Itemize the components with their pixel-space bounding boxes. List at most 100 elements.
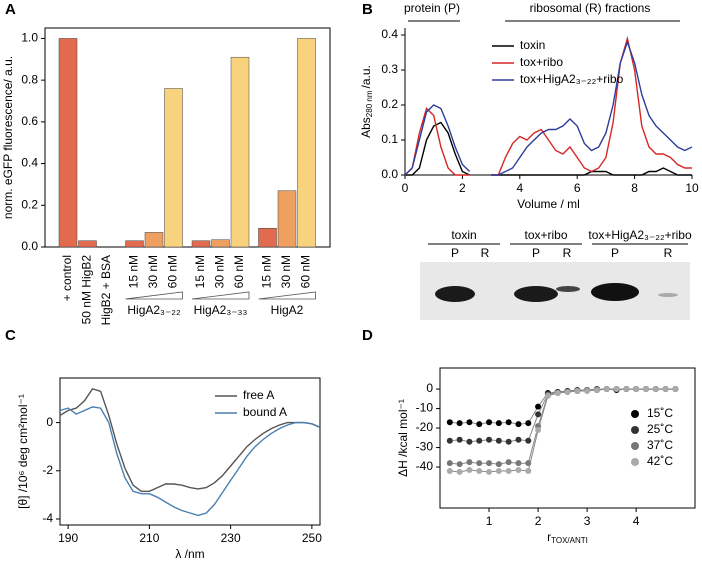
fit-line — [449, 388, 676, 443]
data-point — [515, 436, 522, 443]
y-label-part: /a.u. — [359, 65, 373, 88]
y-tick-label: 0.1 — [381, 132, 398, 146]
data-point — [574, 388, 581, 395]
data-point — [554, 389, 561, 396]
bar — [164, 88, 183, 248]
y-axis-label: ΔH /kcal mol⁻¹ — [396, 399, 410, 477]
bar — [144, 232, 164, 248]
y-tick-label: -30 — [416, 440, 434, 454]
bar — [125, 240, 144, 248]
panel-letter: A — [5, 1, 16, 18]
gel-band — [591, 283, 639, 301]
data-point — [505, 467, 512, 474]
y-label-sub: 280 nm — [365, 90, 374, 117]
y-axis-label: [θ] /10⁶ deg cm²mol⁻¹ — [16, 394, 30, 509]
data-point — [476, 421, 483, 428]
data-point — [525, 467, 532, 474]
bar — [277, 190, 297, 248]
data-point — [456, 468, 463, 475]
y-tick-label: -4 — [42, 511, 53, 525]
data-point — [544, 392, 551, 399]
series-line — [404, 39, 693, 176]
concentration-wedge — [191, 291, 250, 300]
x-tick-label: 230 — [221, 531, 241, 545]
data-point — [515, 421, 522, 428]
data-point — [623, 386, 630, 393]
x-tick-label: HigB2 + BSA — [99, 255, 113, 325]
x-tick-label: 10 — [685, 181, 699, 195]
gel-band — [658, 293, 678, 297]
data-point — [505, 459, 512, 466]
x-tick-label: 30 nM — [213, 255, 227, 288]
data-point — [603, 386, 610, 393]
legend-label: tox+HigA2₃₋₂₂+ribo — [520, 72, 624, 86]
data-point — [535, 411, 542, 418]
data-point — [505, 419, 512, 426]
x-tick-label: 4 — [633, 514, 640, 528]
y-tick-label: 0.3 — [381, 62, 398, 76]
x-tick-label: 0 — [402, 181, 409, 195]
x-tick-label: 190 — [58, 531, 78, 545]
gel-lane-label: R — [481, 246, 490, 260]
data-point — [486, 468, 493, 475]
legend-label: 37˚C — [647, 438, 673, 452]
plot-frame — [44, 27, 331, 248]
gel — [420, 243, 690, 320]
gel-lane-label: P — [532, 246, 540, 260]
bar — [58, 38, 78, 248]
data-point — [515, 460, 522, 467]
y-label-part: Abs — [359, 117, 373, 138]
bar — [211, 239, 230, 248]
y-tick-label: 0 — [46, 415, 53, 429]
legend-label: 15˚C — [647, 406, 673, 420]
data-point — [476, 460, 483, 467]
x-tick-label: 6 — [574, 181, 581, 195]
data-point — [446, 419, 453, 426]
data-point — [466, 419, 473, 426]
x-tick-label: 1 — [486, 514, 493, 528]
data-point — [446, 460, 453, 467]
y-tick-label: 1.0 — [21, 31, 38, 45]
data-point — [495, 420, 502, 427]
legend-label: tox+ribo — [520, 55, 563, 69]
fit-line — [449, 388, 676, 473]
data-point — [495, 467, 502, 474]
data-point — [652, 386, 659, 393]
data-point — [564, 388, 571, 395]
panel-letter: C — [5, 327, 16, 344]
gel-lane-label: P — [451, 246, 459, 260]
bar — [78, 240, 97, 248]
annotation: protein (P) — [404, 1, 460, 15]
gel-band — [435, 286, 475, 302]
x-tick-label: 3 — [584, 514, 591, 528]
x-tick-label: 210 — [139, 531, 159, 545]
y-tick-label: -40 — [416, 459, 434, 473]
series-line — [59, 387, 321, 492]
panel-letter: B — [362, 1, 373, 18]
series-line — [59, 406, 321, 517]
series-line — [404, 35, 692, 176]
gel-band — [556, 286, 580, 292]
data-point — [476, 437, 483, 444]
group-label: HigA2 — [271, 303, 304, 317]
data-point — [466, 459, 473, 466]
data-point — [456, 461, 463, 468]
data-point — [672, 386, 679, 393]
data-point — [486, 436, 493, 443]
bar — [230, 56, 250, 248]
bar — [297, 38, 316, 248]
data-point — [642, 386, 649, 393]
gel-group-label: tox+ribo — [524, 228, 567, 242]
plot-frame — [439, 367, 696, 509]
x-label-part: r — [547, 530, 551, 544]
data-point — [476, 467, 483, 474]
x-tick-label: 8 — [631, 181, 638, 195]
x-tick-label: 2 — [535, 514, 542, 528]
x-tick-label: 2 — [459, 181, 466, 195]
data-point — [525, 420, 532, 427]
legend-marker — [631, 426, 639, 434]
gel-band — [514, 286, 558, 302]
data-point — [662, 386, 669, 393]
data-point — [446, 467, 453, 474]
